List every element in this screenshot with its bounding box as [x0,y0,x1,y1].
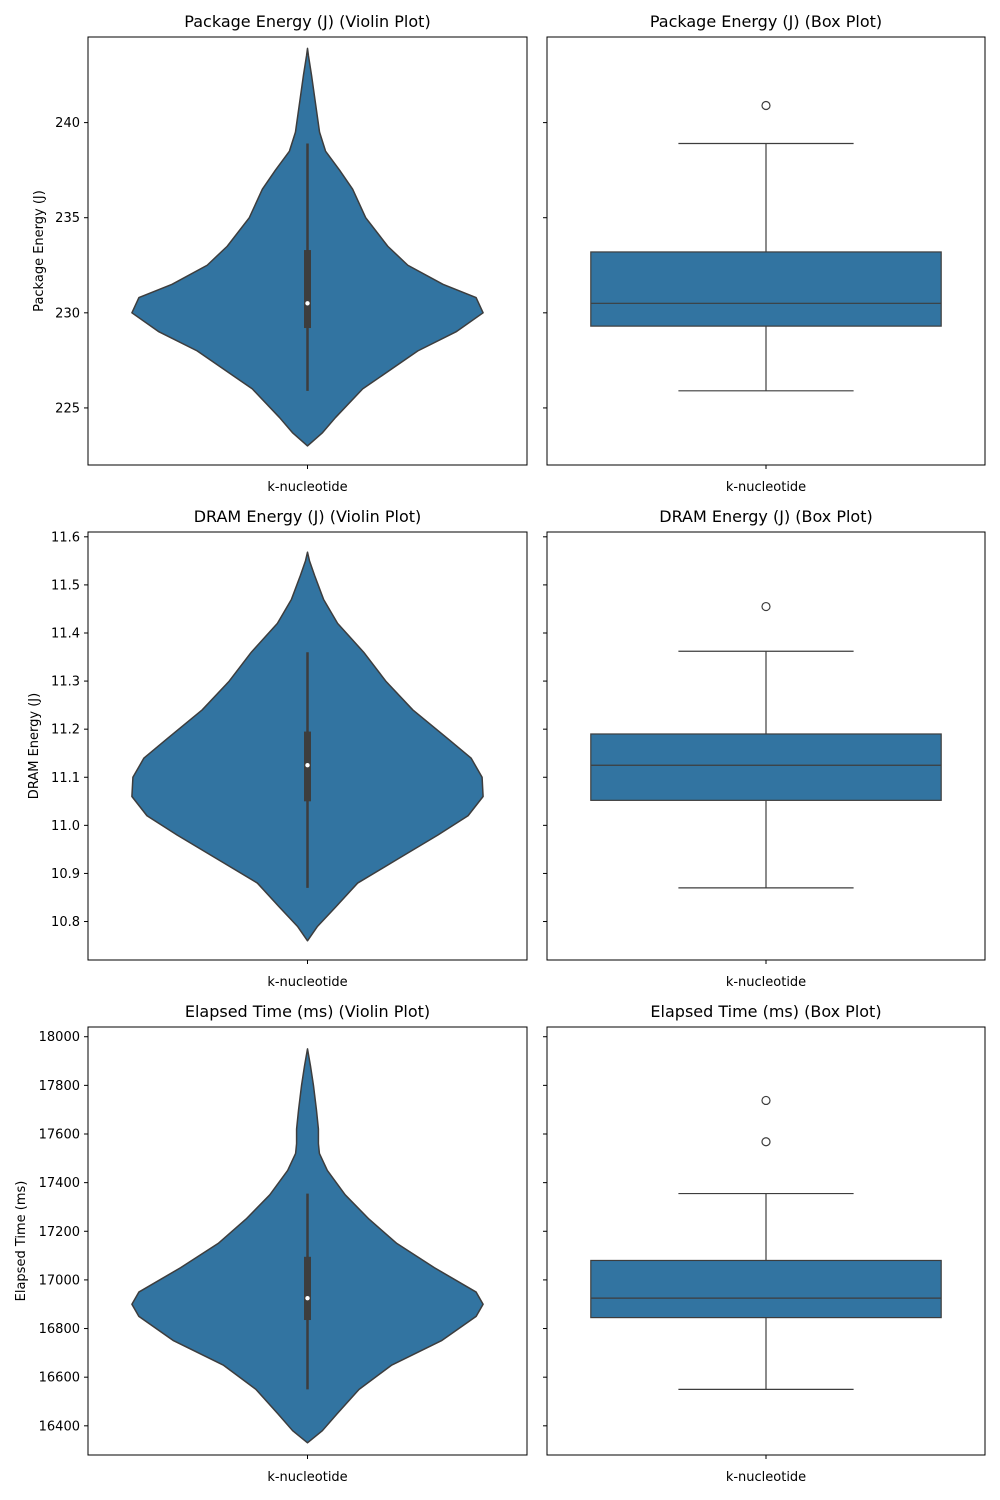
y-tick-label: 240 [55,116,80,131]
y-axis-label: Elapsed Time (ms) [14,1181,29,1302]
box-iqr [590,251,942,327]
y-tick-label: 16600 [39,1371,80,1386]
y-tick-label: 17000 [39,1273,80,1288]
y-tick-label: 17600 [39,1128,80,1143]
violin-iqr-bar [304,250,311,329]
subplot-3: DRAM Energy (J) (Violin Plot) 10.8 10.9 11.… [27,507,528,990]
violin-median-dot [305,301,310,306]
y-tick-label: 11.5 [51,578,80,593]
y-tick-label: 17200 [39,1225,80,1240]
subplot-4: DRAM Energy (J) (Box Plot) k-nucleotide [543,507,986,990]
subplot-title: DRAM Energy (J) (Box Plot) [659,507,872,526]
y-tick-label: 11.6 [51,530,80,545]
subplot-6: Elapsed Time (ms) (Box Plot) k-nucleotide [543,1002,986,1485]
outlier-point [761,100,771,111]
violin-median-dot [305,1295,310,1301]
violin-iqr-bar [304,1256,311,1321]
axes-frame [546,531,986,961]
y-tick-label: 10.9 [51,867,80,882]
y-tick-label: 10.8 [51,915,80,930]
violin-median-dot [305,763,310,768]
x-tick-label: k-nucleotide [267,1470,347,1485]
subplot-2: Package Energy (J) (Box Plot) k-nucleotid… [543,12,986,495]
outlier-point [761,1095,771,1106]
subplot-1: Package Energy (J) (Violin Plot) 225 230 23… [32,12,528,495]
axes-frame [87,1026,528,1456]
outlier-point [761,1137,771,1147]
y-tick-label: 16400 [39,1419,80,1434]
axes-frame [87,36,528,466]
x-tick-label: k-nucleotide [726,480,806,495]
y-tick-label: 11.3 [51,675,80,690]
y-tick-label: 225 [55,401,80,416]
x-tick-label: k-nucleotide [267,975,347,990]
subplot-title: Package Energy (J) (Box Plot) [650,12,882,31]
y-tick-label: 11.0 [51,819,80,834]
axes-frame [546,36,986,466]
y-axis-label: Package Energy (J) [32,190,47,312]
y-tick-label: 11.4 [51,626,80,641]
box-iqr [590,733,942,801]
y-tick-label: 235 [55,211,80,226]
subplot-title: Elapsed Time (ms) (Box Plot) [650,1002,881,1021]
x-tick-label: k-nucleotide [267,480,347,495]
subplot-5: Elapsed Time (ms) (Violin Plot) 16400 1660… [14,1002,528,1485]
y-tick-label: 11.1 [51,771,80,786]
axes-frame [87,531,528,961]
x-tick-label: k-nucleotide [726,975,806,990]
subplot-title: DRAM Energy (J) (Violin Plot) [194,507,422,526]
y-tick-label: 11.2 [51,723,80,738]
subplot-title: Package Energy (J) (Violin Plot) [184,12,430,31]
y-tick-label: 17400 [39,1176,80,1191]
y-tick-label: 17800 [39,1079,80,1094]
y-tick-label: 230 [55,306,80,321]
y-axis-label: DRAM Energy (J) [27,693,42,799]
axes-frame [546,1026,986,1456]
outlier-point [761,601,771,612]
box-iqr [590,1259,942,1319]
y-tick-label: 16800 [39,1322,80,1337]
subplot-title: Elapsed Time (ms) (Violin Plot) [185,1002,430,1021]
x-tick-label: k-nucleotide [726,1470,806,1485]
y-tick-label: 18000 [39,1030,80,1045]
